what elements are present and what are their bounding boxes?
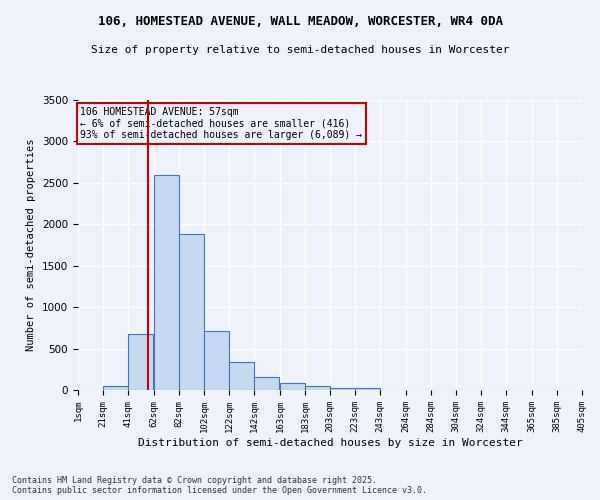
Bar: [330, 388, 355, 390]
Text: Size of property relative to semi-detached houses in Worcester: Size of property relative to semi-detach…: [91, 45, 509, 55]
Bar: [305, 386, 330, 390]
Text: 106 HOMESTEAD AVENUE: 57sqm
← 6% of semi-detached houses are smaller (416)
93% o: 106 HOMESTEAD AVENUE: 57sqm ← 6% of semi…: [80, 106, 362, 140]
Bar: [154, 174, 179, 390]
Text: 106, HOMESTEAD AVENUE, WALL MEADOW, WORCESTER, WR4 0DA: 106, HOMESTEAD AVENUE, WALL MEADOW, WORC…: [97, 15, 503, 28]
Bar: [103, 386, 128, 390]
Bar: [179, 234, 204, 390]
Y-axis label: Number of semi-detached properties: Number of semi-detached properties: [26, 138, 37, 352]
Bar: [204, 331, 229, 390]
Bar: [128, 334, 153, 390]
Bar: [229, 362, 254, 390]
Bar: [254, 377, 279, 390]
Bar: [355, 388, 380, 390]
X-axis label: Distribution of semi-detached houses by size in Worcester: Distribution of semi-detached houses by …: [137, 438, 523, 448]
Bar: [280, 382, 305, 390]
Text: Contains HM Land Registry data © Crown copyright and database right 2025.
Contai: Contains HM Land Registry data © Crown c…: [12, 476, 427, 495]
